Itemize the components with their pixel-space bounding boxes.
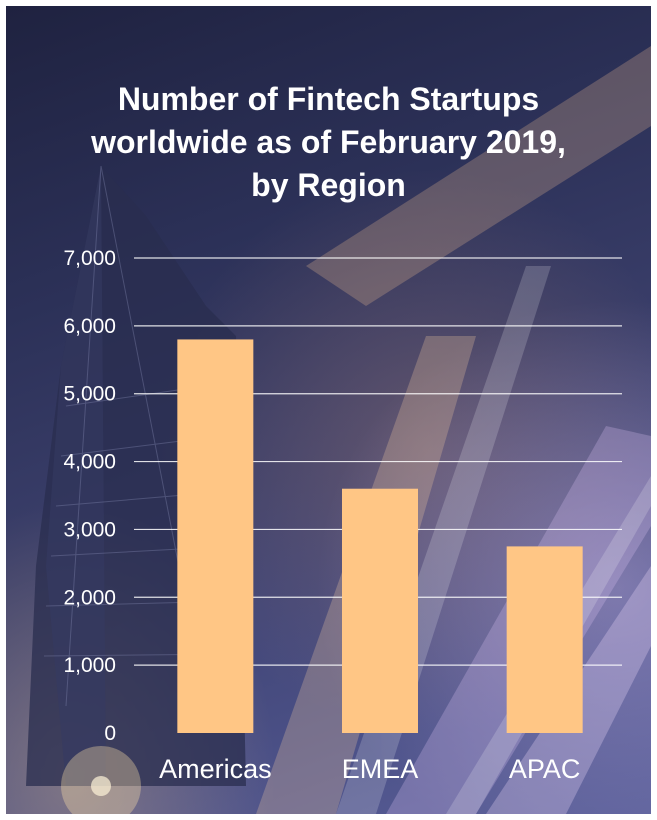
y-tick-label: 3,000 — [63, 518, 116, 541]
bars — [177, 339, 583, 733]
bar-americas — [177, 339, 254, 733]
x-axis-category-labels: Americas EMEA APAC — [159, 754, 580, 784]
y-tick-label: 2,000 — [63, 586, 116, 609]
y-axis-tick-labels: 0 1,000 2,000 3,000 4,000 5,000 6,000 7,000 — [63, 247, 116, 745]
chart-title-line-3: by Region — [251, 167, 406, 203]
y-tick-label: 7,000 — [63, 247, 116, 270]
category-label-apac: APAC — [509, 754, 581, 784]
category-label-americas: Americas — [159, 754, 272, 784]
y-tick-label: 5,000 — [63, 383, 116, 406]
chart-title-line-1: Number of Fintech Startups — [117, 81, 540, 117]
bar-apac — [506, 546, 583, 733]
bar-chart: 0 1,000 2,000 3,000 4,000 5,000 6,000 7,000 Ame… — [63, 247, 622, 784]
chart-title-line-2: worldwide as of February 2019, — [91, 124, 566, 160]
category-label-emea: EMEA — [342, 754, 419, 784]
y-tick-label: 4,000 — [63, 451, 116, 474]
chart-card: Number of Fintech Startups worldwide as … — [6, 6, 651, 814]
bar-emea — [342, 488, 418, 733]
chart-title: Number of Fintech Startups worldwide as … — [6, 78, 651, 207]
y-tick-label: 0 — [104, 722, 116, 745]
y-tick-label: 6,000 — [63, 315, 116, 338]
y-tick-label: 1,000 — [63, 654, 116, 677]
